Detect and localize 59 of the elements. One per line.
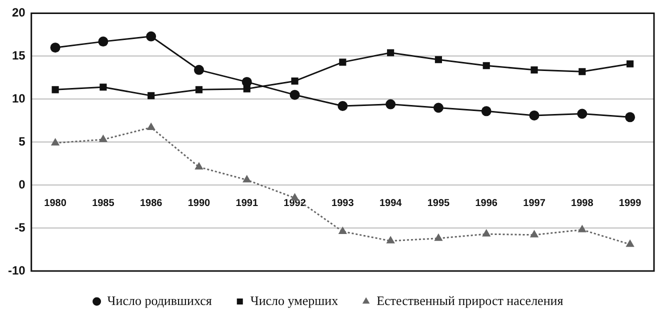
point — [530, 230, 539, 238]
point — [529, 110, 540, 120]
x-tick-label: 1993 — [332, 198, 354, 209]
x-tick-label: 1995 — [427, 198, 450, 209]
point — [338, 226, 347, 234]
point — [339, 58, 346, 66]
point — [578, 68, 586, 76]
point — [100, 84, 107, 91]
x-tick-label: 1980 — [44, 198, 67, 209]
point — [194, 162, 204, 170]
x-tick-label: 1999 — [618, 198, 642, 209]
point — [146, 122, 156, 130]
point — [146, 31, 156, 42]
x-tick-label: 1996 — [475, 198, 498, 209]
point — [98, 36, 108, 47]
point — [194, 64, 204, 75]
y-tick-label: 10 — [12, 91, 26, 106]
y-tick-label: 0 — [18, 177, 26, 192]
point — [434, 233, 443, 241]
x-tick-label: 1985 — [92, 198, 115, 209]
y-tick-label: 20 — [12, 6, 26, 20]
point — [291, 78, 298, 85]
point — [242, 76, 252, 87]
legend-label: Число умерших — [250, 292, 339, 308]
x-tick-label: 1998 — [571, 198, 594, 209]
point — [148, 92, 155, 100]
point — [242, 174, 252, 182]
point — [530, 66, 538, 74]
x-tick-label: 1990 — [188, 198, 211, 209]
point — [387, 49, 394, 56]
point — [52, 86, 59, 94]
point — [577, 108, 588, 119]
point — [626, 239, 634, 247]
point — [50, 42, 60, 53]
y-tick-label: 15 — [12, 48, 26, 62]
y-tick-label: 5 — [18, 134, 26, 148]
point — [481, 106, 492, 116]
point — [290, 90, 300, 100]
point — [625, 112, 636, 122]
point — [195, 86, 203, 94]
point — [50, 138, 60, 146]
point — [578, 224, 586, 232]
y-tick-label: -5 — [14, 220, 26, 234]
x-tick-label: 1994 — [379, 198, 402, 209]
x-tick-label: 1997 — [523, 198, 546, 209]
point — [482, 62, 490, 70]
y-tick-label: -10 — [8, 263, 26, 278]
point — [433, 102, 444, 113]
point — [98, 134, 108, 142]
x-tick-label: 1986 — [140, 198, 163, 209]
point — [386, 236, 395, 244]
legend-label: Естественный прирост населения — [376, 292, 564, 308]
point — [434, 56, 442, 64]
point — [338, 101, 348, 112]
x-tick-label: 1991 — [236, 198, 258, 209]
point — [482, 229, 491, 237]
point — [626, 60, 634, 68]
point — [386, 99, 396, 110]
legend-label: Число родившихся — [107, 292, 212, 308]
